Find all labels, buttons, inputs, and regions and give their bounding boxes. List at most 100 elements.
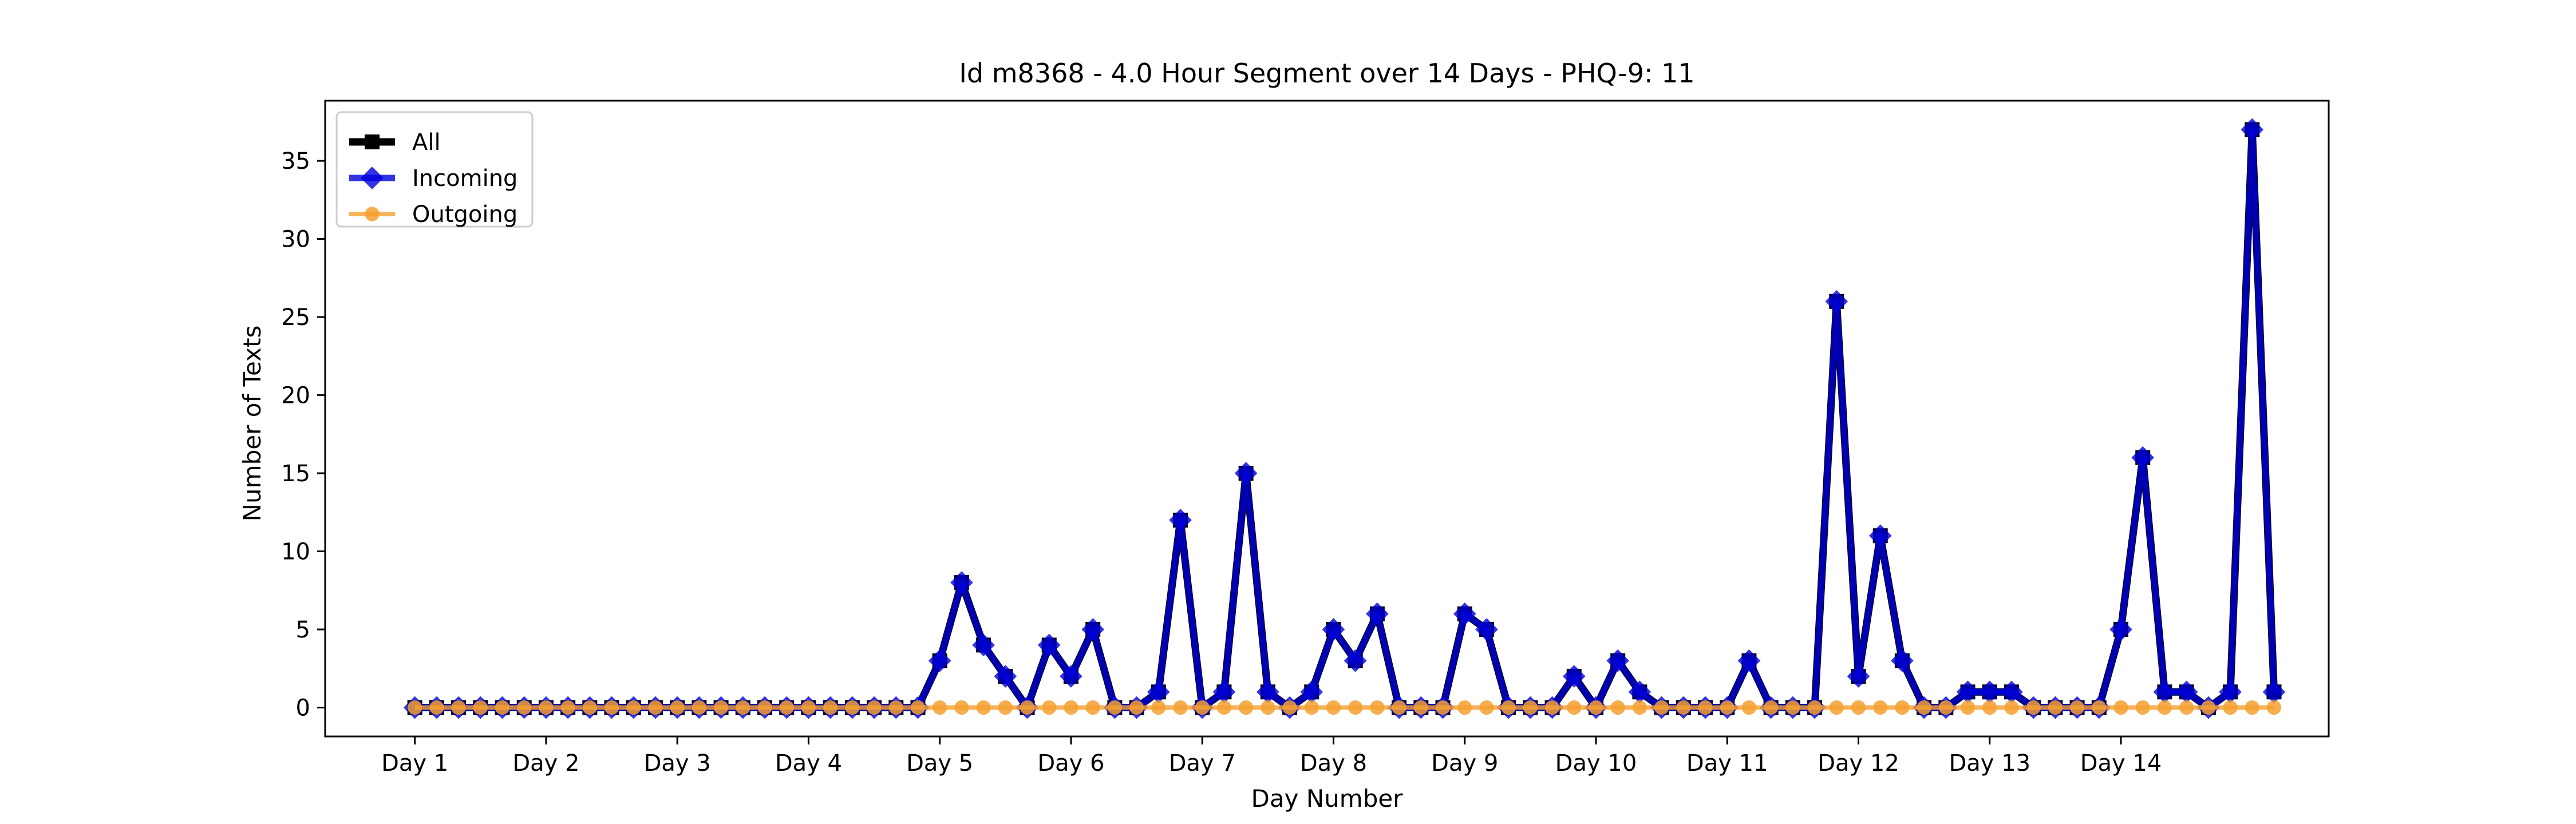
data-point-outgoing xyxy=(954,700,969,715)
data-point-outgoing xyxy=(539,700,553,715)
data-point-outgoing xyxy=(867,700,881,715)
data-point-outgoing xyxy=(1720,700,1735,715)
data-point-outgoing xyxy=(2179,700,2194,715)
data-point-outgoing xyxy=(1654,700,1669,715)
data-point-outgoing xyxy=(2245,700,2259,715)
data-point-outgoing xyxy=(1830,700,1844,715)
data-point-outgoing xyxy=(1611,700,1625,715)
data-point-outgoing xyxy=(495,700,509,715)
data-point-outgoing xyxy=(1785,700,1800,715)
data-point-outgoing xyxy=(1873,700,1887,715)
data-point-outgoing xyxy=(2223,700,2237,715)
data-point-outgoing xyxy=(1173,700,1187,715)
data-point-outgoing xyxy=(1239,700,1253,715)
data-point-outgoing xyxy=(408,700,422,715)
chart-title: Id m8368 - 4.0 Hour Segment over 14 Days… xyxy=(959,58,1694,89)
data-point-outgoing xyxy=(2158,700,2172,715)
x-tick-label: Day 2 xyxy=(512,750,579,777)
data-point-outgoing xyxy=(757,700,772,715)
data-point-outgoing xyxy=(1348,700,1362,715)
y-tick-label: 25 xyxy=(281,304,310,331)
data-point-outgoing xyxy=(1698,700,1712,715)
data-point-outgoing xyxy=(1676,700,1690,715)
data-point-outgoing xyxy=(1502,700,1516,715)
x-tick-label: Day 13 xyxy=(1949,750,2030,777)
data-point-outgoing xyxy=(561,700,575,715)
data-point-outgoing xyxy=(2004,700,2018,715)
data-point-outgoing xyxy=(473,700,488,715)
y-tick-label: 5 xyxy=(296,617,310,643)
x-tick-label: Day 12 xyxy=(1818,750,1899,777)
data-point-outgoing xyxy=(911,700,925,715)
data-point-outgoing xyxy=(780,700,794,715)
data-point-outgoing xyxy=(998,700,1013,715)
data-point-outgoing xyxy=(1086,700,1100,715)
data-point-outgoing xyxy=(670,700,685,715)
data-point-outgoing xyxy=(2113,700,2128,715)
legend-swatch-marker xyxy=(365,134,380,149)
data-point-outgoing xyxy=(1982,700,1997,715)
data-point-outgoing xyxy=(692,700,706,715)
data-point-outgoing xyxy=(2070,700,2084,715)
legend-label: Outgoing xyxy=(412,201,517,228)
data-point-outgoing xyxy=(1108,700,1122,715)
x-tick-label: Day 9 xyxy=(1431,750,1498,777)
data-point-outgoing xyxy=(736,700,750,715)
data-point-outgoing xyxy=(1064,700,1078,715)
data-point-outgoing xyxy=(1436,700,1450,715)
data-point-outgoing xyxy=(2048,700,2063,715)
x-tick-label: Day 4 xyxy=(775,750,842,777)
x-tick-label: Day 7 xyxy=(1169,750,1236,777)
data-point-outgoing xyxy=(714,700,728,715)
data-point-outgoing xyxy=(2201,700,2215,715)
data-point-outgoing xyxy=(889,700,903,715)
y-tick-label: 35 xyxy=(281,148,310,175)
data-point-outgoing xyxy=(1392,700,1406,715)
data-point-outgoing xyxy=(1764,700,1778,715)
data-point-outgoing xyxy=(2092,700,2106,715)
x-tick-label: Day 11 xyxy=(1686,750,1768,777)
x-tick-label: Day 1 xyxy=(381,750,448,777)
data-point-outgoing xyxy=(605,700,619,715)
data-point-outgoing xyxy=(583,700,597,715)
data-point-outgoing xyxy=(1742,700,1756,715)
data-point-outgoing xyxy=(1370,700,1384,715)
data-point-outgoing xyxy=(1414,700,1428,715)
data-point-outgoing xyxy=(648,700,662,715)
data-point-outgoing xyxy=(429,700,444,715)
data-point-outgoing xyxy=(1917,700,1931,715)
y-tick-label: 10 xyxy=(281,539,310,565)
x-tick-label: Day 3 xyxy=(644,750,711,777)
data-point-outgoing xyxy=(1567,700,1581,715)
y-tick-label: 30 xyxy=(281,227,310,253)
data-point-outgoing xyxy=(1020,700,1034,715)
x-axis-label: Day Number xyxy=(1251,785,1403,813)
data-point-outgoing xyxy=(1851,700,1866,715)
data-point-outgoing xyxy=(1457,700,1472,715)
data-point-outgoing xyxy=(626,700,641,715)
x-tick-label: Day 8 xyxy=(1300,750,1367,777)
data-point-outgoing xyxy=(933,700,947,715)
data-point-outgoing xyxy=(845,700,859,715)
legend-label: Incoming xyxy=(412,165,517,192)
legend-swatch-marker xyxy=(365,207,379,221)
data-point-outgoing xyxy=(1479,700,1494,715)
legend: AllIncomingOutgoing xyxy=(337,112,532,228)
y-tick-label: 20 xyxy=(281,383,310,409)
data-point-outgoing xyxy=(1282,700,1297,715)
data-point-outgoing xyxy=(1129,700,1144,715)
data-point-outgoing xyxy=(1195,700,1210,715)
y-tick-label: 0 xyxy=(296,695,310,722)
data-point-outgoing xyxy=(1589,700,1603,715)
data-point-outgoing xyxy=(1261,700,1275,715)
data-point-outgoing xyxy=(451,700,465,715)
data-point-outgoing xyxy=(1961,700,1975,715)
x-tick-label: Day 10 xyxy=(1555,750,1637,777)
data-point-outgoing xyxy=(2136,700,2150,715)
data-point-outgoing xyxy=(1523,700,1538,715)
data-point-outgoing xyxy=(1895,700,1909,715)
data-point-outgoing xyxy=(1042,700,1056,715)
data-point-outgoing xyxy=(2267,700,2281,715)
